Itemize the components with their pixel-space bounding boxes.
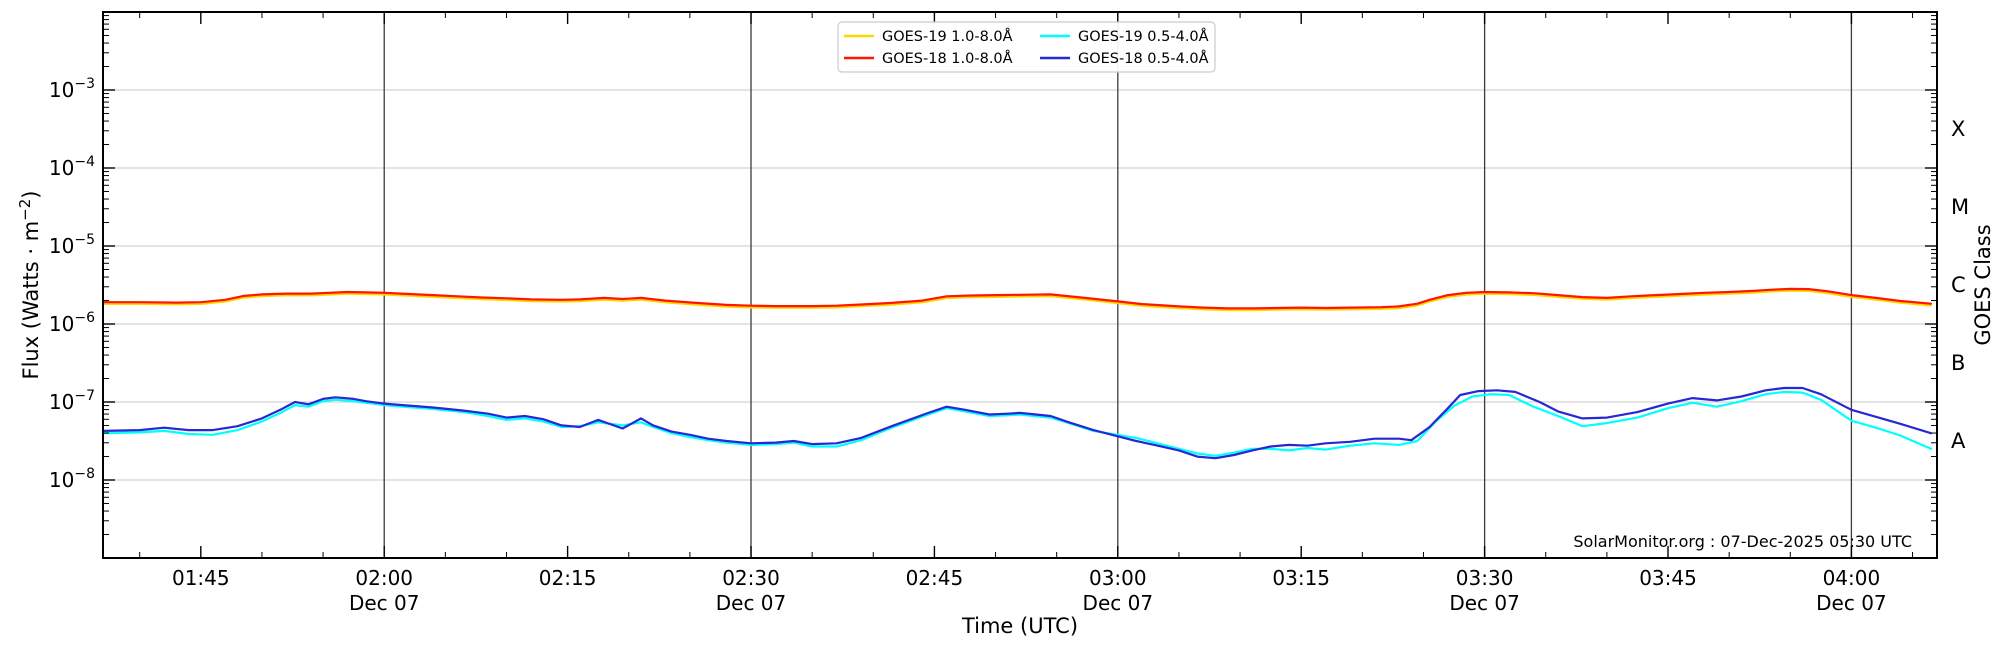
legend-label: GOES-18 1.0-8.0Å (882, 50, 1013, 67)
x-tick-label: 03:30 (1456, 566, 1514, 590)
goes-class-label-a: A (1951, 429, 1966, 453)
goes-class-label-x: X (1951, 117, 1965, 141)
y-tick-label: 10−4 (49, 154, 95, 180)
x-tick-label: 03:15 (1272, 566, 1330, 590)
y-tick-label: 10−3 (49, 76, 95, 102)
x-tick-label: 02:30 (722, 566, 780, 590)
x-tick-date-label: Dec 07 (716, 591, 787, 615)
x-tick-label: 02:15 (539, 566, 597, 590)
goes-class-label-m: M (1951, 195, 1969, 219)
goes-class-label-b: B (1951, 351, 1965, 375)
plot-border (102, 11, 1938, 559)
y-tick-label: 10−6 (49, 310, 95, 336)
series-line-goes-18-1-0-8-0- (101, 287, 1933, 310)
y-tick-label: 10−8 (49, 466, 95, 492)
legend-box (837, 21, 1216, 73)
y-tick-labels: 10−3 10−4 10−5 10−6 10−7 10−8 (49, 76, 95, 492)
legend-label: GOES-19 0.5-4.0Å (1078, 28, 1209, 45)
legend-label: GOES-18 0.5-4.0Å (1078, 50, 1209, 67)
horizontal-gridlines (103, 89, 1937, 481)
x-axis-title: Time (UTC) (961, 614, 1078, 638)
x-tick-date-label: Dec 07 (1083, 591, 1154, 615)
goes-class-label-c: C (1951, 273, 1966, 297)
x-tick-date-label: Dec 07 (1449, 591, 1520, 615)
x-tick-label: 04:00 (1823, 566, 1881, 590)
vertical-gridlines (383, 12, 1853, 558)
axis-ticks (103, 12, 1937, 558)
y-tick-label: 10−7 (49, 388, 95, 414)
series-line-goes-19-0-5-4-0- (101, 390, 1933, 457)
right-axis-title: GOES Class (1971, 224, 1995, 345)
x-tick-date-label: Dec 07 (349, 591, 420, 615)
flux-series-lines (101, 287, 1933, 460)
y-axis-title: Flux (Watts · m−2) (16, 190, 43, 379)
x-tick-date-label: Dec 07 (1816, 591, 1887, 615)
x-tick-label: 03:45 (1639, 566, 1697, 590)
series-line-goes-18-0-5-4-0- (101, 386, 1933, 460)
x-tick-label: 02:45 (906, 566, 964, 590)
watermark-text: SolarMonitor.org : 07-Dec-2025 05:30 UTC (1573, 532, 1912, 551)
x-tick-label: 03:00 (1089, 566, 1147, 590)
series-line-goes-19-1-0-8-0- (101, 289, 1933, 312)
plot-spines (102, 11, 1938, 559)
x-tick-label: 01:45 (172, 566, 230, 590)
x-tick-label: 02:00 (355, 566, 413, 590)
legend: GOES-19 1.0-8.0Å GOES-18 1.0-8.0Å GOES-19 … (837, 21, 1216, 73)
goes-class-letters: X M C B A (1951, 117, 1969, 453)
legend-label: GOES-19 1.0-8.0Å (882, 28, 1013, 45)
y-tick-label: 10−5 (49, 232, 95, 258)
